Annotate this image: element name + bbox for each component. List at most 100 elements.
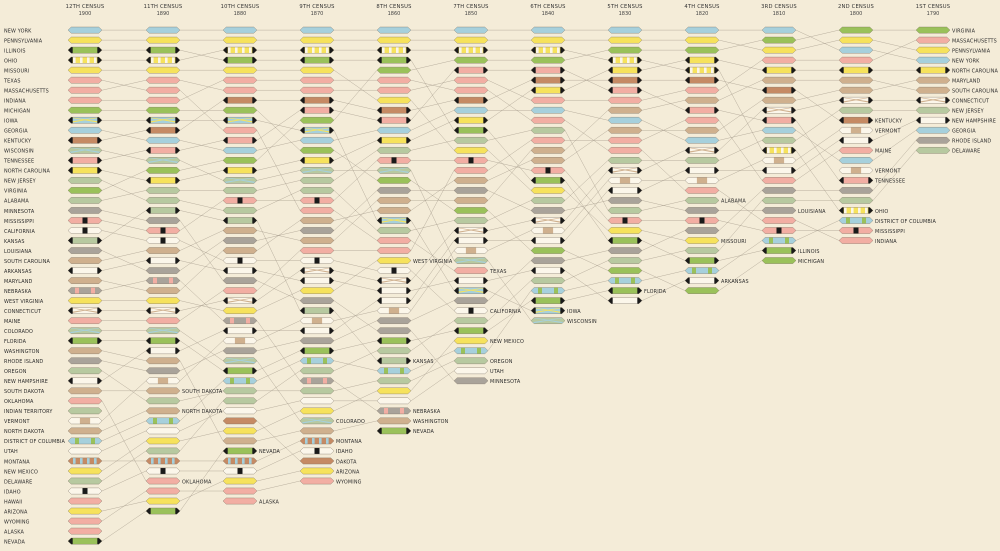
state-bar xyxy=(376,56,412,64)
state-bar xyxy=(761,96,797,104)
rank-connector xyxy=(872,130,917,161)
state-bar xyxy=(145,507,181,515)
state-bar xyxy=(145,66,181,74)
state-label: VERMONT xyxy=(875,129,901,135)
rank-connector xyxy=(333,110,378,121)
state-bar xyxy=(376,26,412,34)
state-bar xyxy=(761,157,797,164)
rank-connector xyxy=(410,59,455,71)
rank-connector xyxy=(333,380,378,412)
rank-connector xyxy=(718,200,763,251)
census-year: 1890 xyxy=(157,11,170,17)
state-bar xyxy=(376,86,412,94)
state-label: NORTH DAKOTA xyxy=(182,409,223,415)
rank-connector xyxy=(487,140,532,171)
state-bar xyxy=(222,377,258,385)
state-bar xyxy=(67,137,103,144)
state-bar xyxy=(145,147,181,154)
state-bar xyxy=(299,467,335,475)
state-bar xyxy=(684,217,720,224)
state-bar xyxy=(915,117,951,124)
rank-connector xyxy=(564,120,609,151)
state-label: TEXAS xyxy=(3,79,21,85)
state-bar xyxy=(838,157,874,164)
state-bar xyxy=(376,137,412,144)
state-bar xyxy=(67,487,103,495)
state-bar xyxy=(530,86,566,94)
state-label: MASSACHUSETTS xyxy=(4,89,49,95)
state-bar xyxy=(684,257,720,264)
state-bar xyxy=(761,247,797,254)
state-bar xyxy=(607,36,643,44)
rank-connector xyxy=(564,130,609,161)
rank-connector xyxy=(101,350,147,361)
state-bar xyxy=(607,137,643,144)
state-bar xyxy=(453,66,489,74)
state-label: WEST VIRGINIA xyxy=(413,259,453,265)
rank-connector xyxy=(256,270,301,281)
state-bar xyxy=(222,347,258,355)
state-bar xyxy=(145,287,181,294)
state-label: LOUISIANA xyxy=(798,209,826,215)
state-bar xyxy=(67,26,103,34)
rank-connector xyxy=(487,79,532,101)
state-bar xyxy=(530,46,566,54)
rank-connector xyxy=(641,250,686,261)
state-bar xyxy=(299,457,335,465)
state-bar xyxy=(299,217,335,224)
state-bar xyxy=(376,167,412,174)
state-bar xyxy=(67,437,103,445)
rank-connector xyxy=(641,270,686,281)
state-bar xyxy=(607,127,643,134)
state-bar xyxy=(530,147,566,154)
state-bar xyxy=(299,427,335,435)
rank-connector xyxy=(333,150,378,181)
rank-connector xyxy=(641,200,686,211)
state-bar xyxy=(222,277,258,284)
state-label: ARKANSAS xyxy=(4,269,32,275)
state-bar xyxy=(376,147,412,154)
state-bar xyxy=(67,66,103,74)
state-bar xyxy=(530,157,566,164)
rank-connector xyxy=(718,39,763,51)
rank-connector xyxy=(256,220,301,311)
state-bar xyxy=(67,327,103,334)
state-label: FLORIDA xyxy=(644,289,667,295)
rank-connector xyxy=(179,200,224,231)
state-bar xyxy=(761,167,797,174)
state-bar xyxy=(376,417,412,425)
rank-connector xyxy=(179,400,224,452)
rank-connector xyxy=(256,410,301,432)
state-bar xyxy=(222,197,258,204)
state-bar xyxy=(607,227,643,234)
rank-connector xyxy=(179,49,224,61)
state-bar xyxy=(838,86,874,94)
rank-connector xyxy=(179,240,224,261)
rank-connector xyxy=(256,350,301,371)
state-bar xyxy=(453,106,489,114)
rank-connector xyxy=(410,120,455,141)
state-bar xyxy=(838,227,874,234)
state-bar xyxy=(607,157,643,164)
state-bar xyxy=(67,167,103,174)
census-year: 1860 xyxy=(388,11,401,17)
rank-connector xyxy=(795,29,840,51)
rank-connector xyxy=(872,79,917,91)
rank-connector xyxy=(795,90,840,101)
rank-connector xyxy=(410,340,455,391)
state-bar xyxy=(145,86,181,94)
rank-connector xyxy=(333,300,378,331)
state-bar xyxy=(453,307,489,314)
state-bar xyxy=(145,217,181,224)
state-bar xyxy=(453,317,489,324)
state-bar xyxy=(530,106,566,114)
state-label: MISSOURI xyxy=(4,68,29,74)
state-label: MISSOURI xyxy=(721,239,746,245)
state-bar xyxy=(222,327,258,334)
state-bar xyxy=(684,66,720,74)
state-bar xyxy=(222,267,258,274)
